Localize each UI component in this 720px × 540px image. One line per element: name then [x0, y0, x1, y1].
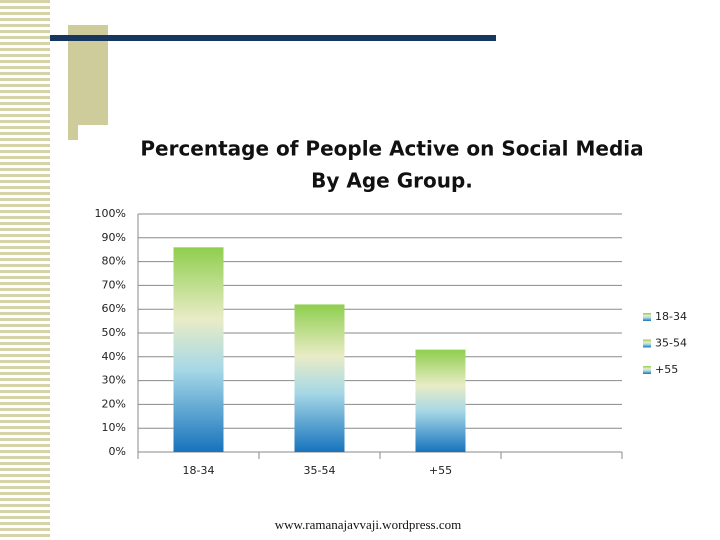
y-tick-label: 10% [102, 421, 126, 434]
y-tick-label: 90% [102, 231, 126, 244]
legend-label: 18-34 [655, 310, 687, 323]
legend-swatch [643, 313, 651, 321]
block-decoration [68, 25, 108, 125]
x-tick-label: 18-34 [183, 464, 215, 477]
y-tick-label: 50% [102, 326, 126, 339]
x-tick-label: +55 [429, 464, 452, 477]
bar [173, 247, 224, 452]
y-tick-label: 40% [102, 350, 126, 363]
legend-swatch [643, 366, 651, 374]
chart-subtitle: By Age Group. [311, 169, 473, 193]
y-tick-label: 100% [95, 207, 126, 220]
legend-label: +55 [655, 363, 678, 376]
stripe-decoration [0, 0, 50, 540]
x-tick-label: 35-54 [304, 464, 336, 477]
legend-label: 35-54 [655, 337, 687, 350]
y-tick-label: 30% [102, 374, 126, 387]
y-tick-label: 70% [102, 278, 126, 291]
chart-title: Percentage of People Active on Social Me… [140, 137, 643, 161]
legend-swatch [643, 339, 651, 348]
bar [294, 304, 345, 452]
header-rule [50, 35, 496, 41]
y-tick-label: 60% [102, 302, 126, 315]
y-tick-label: 20% [102, 397, 126, 410]
bar [415, 349, 466, 452]
block-decoration [68, 125, 78, 140]
y-tick-label: 0% [109, 445, 126, 458]
footer: www.ramanajavvaji.wordpress.com [275, 517, 462, 532]
y-tick-label: 80% [102, 255, 126, 268]
